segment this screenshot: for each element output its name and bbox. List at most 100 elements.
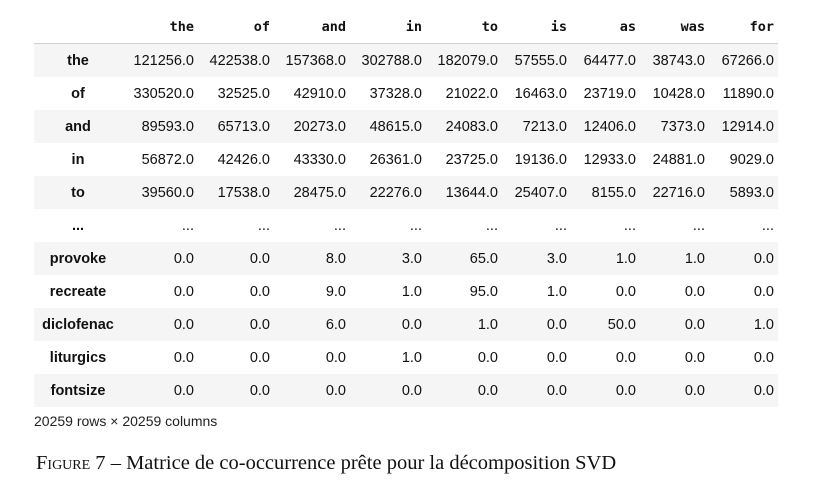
table-cell: 65713.0 <box>217 118 270 135</box>
table-cell: 23725.0 <box>445 151 498 168</box>
table-cell: 32525.0 <box>217 85 270 102</box>
table-cell: 0.0 <box>325 382 346 399</box>
table-cell: 3.0 <box>546 250 567 267</box>
table-cell: 9029.0 <box>729 151 774 168</box>
table-cell: 13644.0 <box>445 184 498 201</box>
table-cell: 12406.0 <box>583 118 636 135</box>
column-header: was <box>640 10 709 44</box>
column-header: of <box>198 10 274 44</box>
table-row: of 330520.0 32525.0 42910.0 37328.0 21022.0 16… <box>34 77 778 110</box>
index-header <box>34 10 122 44</box>
table-cell: 11890.0 <box>722 85 774 102</box>
dataframe-container: the of and in to is as was for the 121256… <box>34 10 778 407</box>
table-cell: 25407.0 <box>514 184 567 201</box>
row-index-label: provoke <box>49 250 107 267</box>
table-cell: 0.0 <box>173 250 194 267</box>
table-cell: 0.0 <box>615 283 636 300</box>
table-cell: 157368.0 <box>285 52 346 69</box>
table-cell: 56872.0 <box>141 151 194 168</box>
figure-label: Figure 7 <box>36 452 106 474</box>
table-cell: 0.0 <box>325 349 346 366</box>
table-cell: 89593.0 <box>141 118 194 135</box>
table-cell: 42910.0 <box>293 85 346 102</box>
table-row: in 56872.0 42426.0 43330.0 26361.0 23725.0 191… <box>34 143 778 176</box>
table-cell: 43330.0 <box>293 151 346 168</box>
table-cell: 0.0 <box>684 283 705 300</box>
table-cell: 12914.0 <box>721 118 774 135</box>
table-cell: 1.0 <box>477 316 498 333</box>
table-cell: 0.0 <box>401 316 422 333</box>
table-cell: 20273.0 <box>293 118 346 135</box>
table-cell: ... <box>692 217 705 234</box>
table-cell: 1.0 <box>684 250 705 267</box>
table-cell: 95.0 <box>469 283 498 300</box>
table-cell: 0.0 <box>477 382 498 399</box>
table-cell: 48615.0 <box>369 118 422 135</box>
table-cell: 7213.0 <box>522 118 567 135</box>
table-cell: 28475.0 <box>293 184 346 201</box>
table-cell: 0.0 <box>753 382 774 399</box>
caption-separator: – <box>105 452 127 474</box>
table-cell: 17538.0 <box>217 184 270 201</box>
table-cell: 0.0 <box>753 349 774 366</box>
row-index-label: in <box>71 151 85 168</box>
row-index-label: fontsize <box>50 382 106 399</box>
row-index-label: and <box>65 118 91 135</box>
co-occurrence-table: the of and in to is as was for the 121256… <box>34 10 778 407</box>
table-cell: 22276.0 <box>369 184 422 201</box>
table-row: diclofenac 0.0 0.0 6.0 0.0 1.0 0.0 50.0 0.0 1.0 <box>34 308 778 341</box>
table-row: provoke 0.0 0.0 8.0 3.0 65.0 3.0 1.0 1.0 0.0 <box>34 242 778 275</box>
table-cell: 0.0 <box>753 283 774 300</box>
table-cell: 5893.0 <box>729 184 774 201</box>
column-header: and <box>274 10 350 44</box>
table-cell: 12933.0 <box>583 151 636 168</box>
table-cell: 3.0 <box>401 250 422 267</box>
row-index-label: to <box>71 184 85 201</box>
row-index-label: of <box>71 85 85 102</box>
table-cell: 1.0 <box>615 250 636 267</box>
row-index-label: recreate <box>49 283 107 300</box>
table-cell: 50.0 <box>607 316 636 333</box>
table-cell: 22716.0 <box>652 184 705 201</box>
table-cell: 0.0 <box>173 316 194 333</box>
table-cell: 42426.0 <box>217 151 270 168</box>
table-cell: 0.0 <box>546 349 567 366</box>
table-cell: 57555.0 <box>514 52 567 69</box>
caption-text: Matrice de co-occurrence prête pour la d… <box>126 452 617 474</box>
table-cell: 0.0 <box>249 316 270 333</box>
table-cell: 182079.0 <box>437 52 498 69</box>
table-cell: 24881.0 <box>652 151 705 168</box>
table-cell: 16463.0 <box>514 85 567 102</box>
table-cell: 64477.0 <box>583 52 636 69</box>
table-cell: 0.0 <box>401 382 422 399</box>
row-index-label: liturgics <box>49 349 107 366</box>
column-header: to <box>426 10 502 44</box>
table-cell: 0.0 <box>684 349 705 366</box>
table-row: liturgics 0.0 0.0 0.0 1.0 0.0 0.0 0.0 0.0 0.0 <box>34 341 778 374</box>
table-cell: 330520.0 <box>133 85 194 102</box>
table-row: and 89593.0 65713.0 20273.0 48615.0 24083.0 72… <box>34 110 778 143</box>
row-index-label: ... <box>71 217 85 234</box>
table-row: to 39560.0 17538.0 28475.0 22276.0 13644.0 254… <box>34 176 778 209</box>
table-cell: 0.0 <box>249 382 270 399</box>
table-cell: ... <box>761 217 774 234</box>
table-cell: 0.0 <box>615 382 636 399</box>
table-cell: 0.0 <box>173 349 194 366</box>
table-cell: 8155.0 <box>591 184 636 201</box>
table-cell: 121256.0 <box>133 52 194 69</box>
table-body: the 121256.0 422538.0 157368.0 302788.0 18207… <box>34 43 778 407</box>
table-cell: ... <box>333 217 346 234</box>
table-cell: 0.0 <box>753 250 774 267</box>
table-cell: 26361.0 <box>369 151 422 168</box>
table-cell: 37328.0 <box>369 85 422 102</box>
table-cell: 19136.0 <box>514 151 567 168</box>
table-cell: 422538.0 <box>209 52 270 69</box>
table-cell: 21022.0 <box>445 85 498 102</box>
column-header: is <box>502 10 571 44</box>
column-header: in <box>350 10 426 44</box>
table-cell: 1.0 <box>753 316 774 333</box>
table-cell: 0.0 <box>249 283 270 300</box>
table-cell: 302788.0 <box>361 52 422 69</box>
table-cell: 0.0 <box>249 250 270 267</box>
table-cell: ... <box>409 217 422 234</box>
